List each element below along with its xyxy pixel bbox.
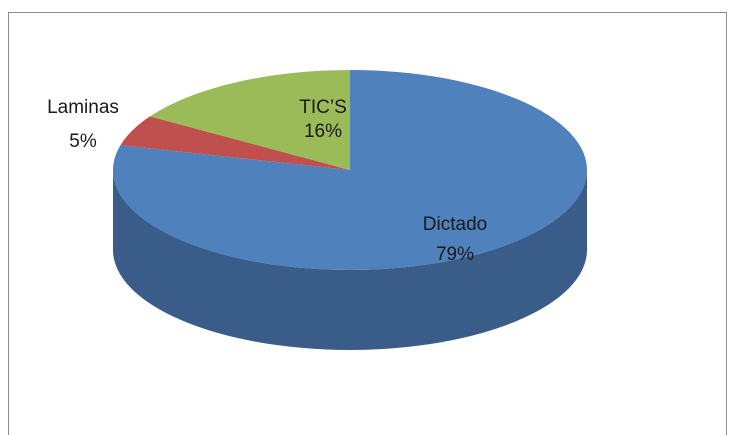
slice-label-value: 5%: [69, 131, 97, 152]
slice-label-value: 79%: [436, 244, 474, 265]
slice-label-name: TIC’S: [299, 97, 347, 118]
slice-label-name: Laminas: [47, 97, 119, 118]
slice-side: [113, 170, 587, 350]
slice-label-value: 16%: [304, 121, 342, 142]
slice: [120, 116, 350, 170]
slice-label-name: Dictado: [423, 214, 487, 235]
slice: [149, 70, 350, 170]
